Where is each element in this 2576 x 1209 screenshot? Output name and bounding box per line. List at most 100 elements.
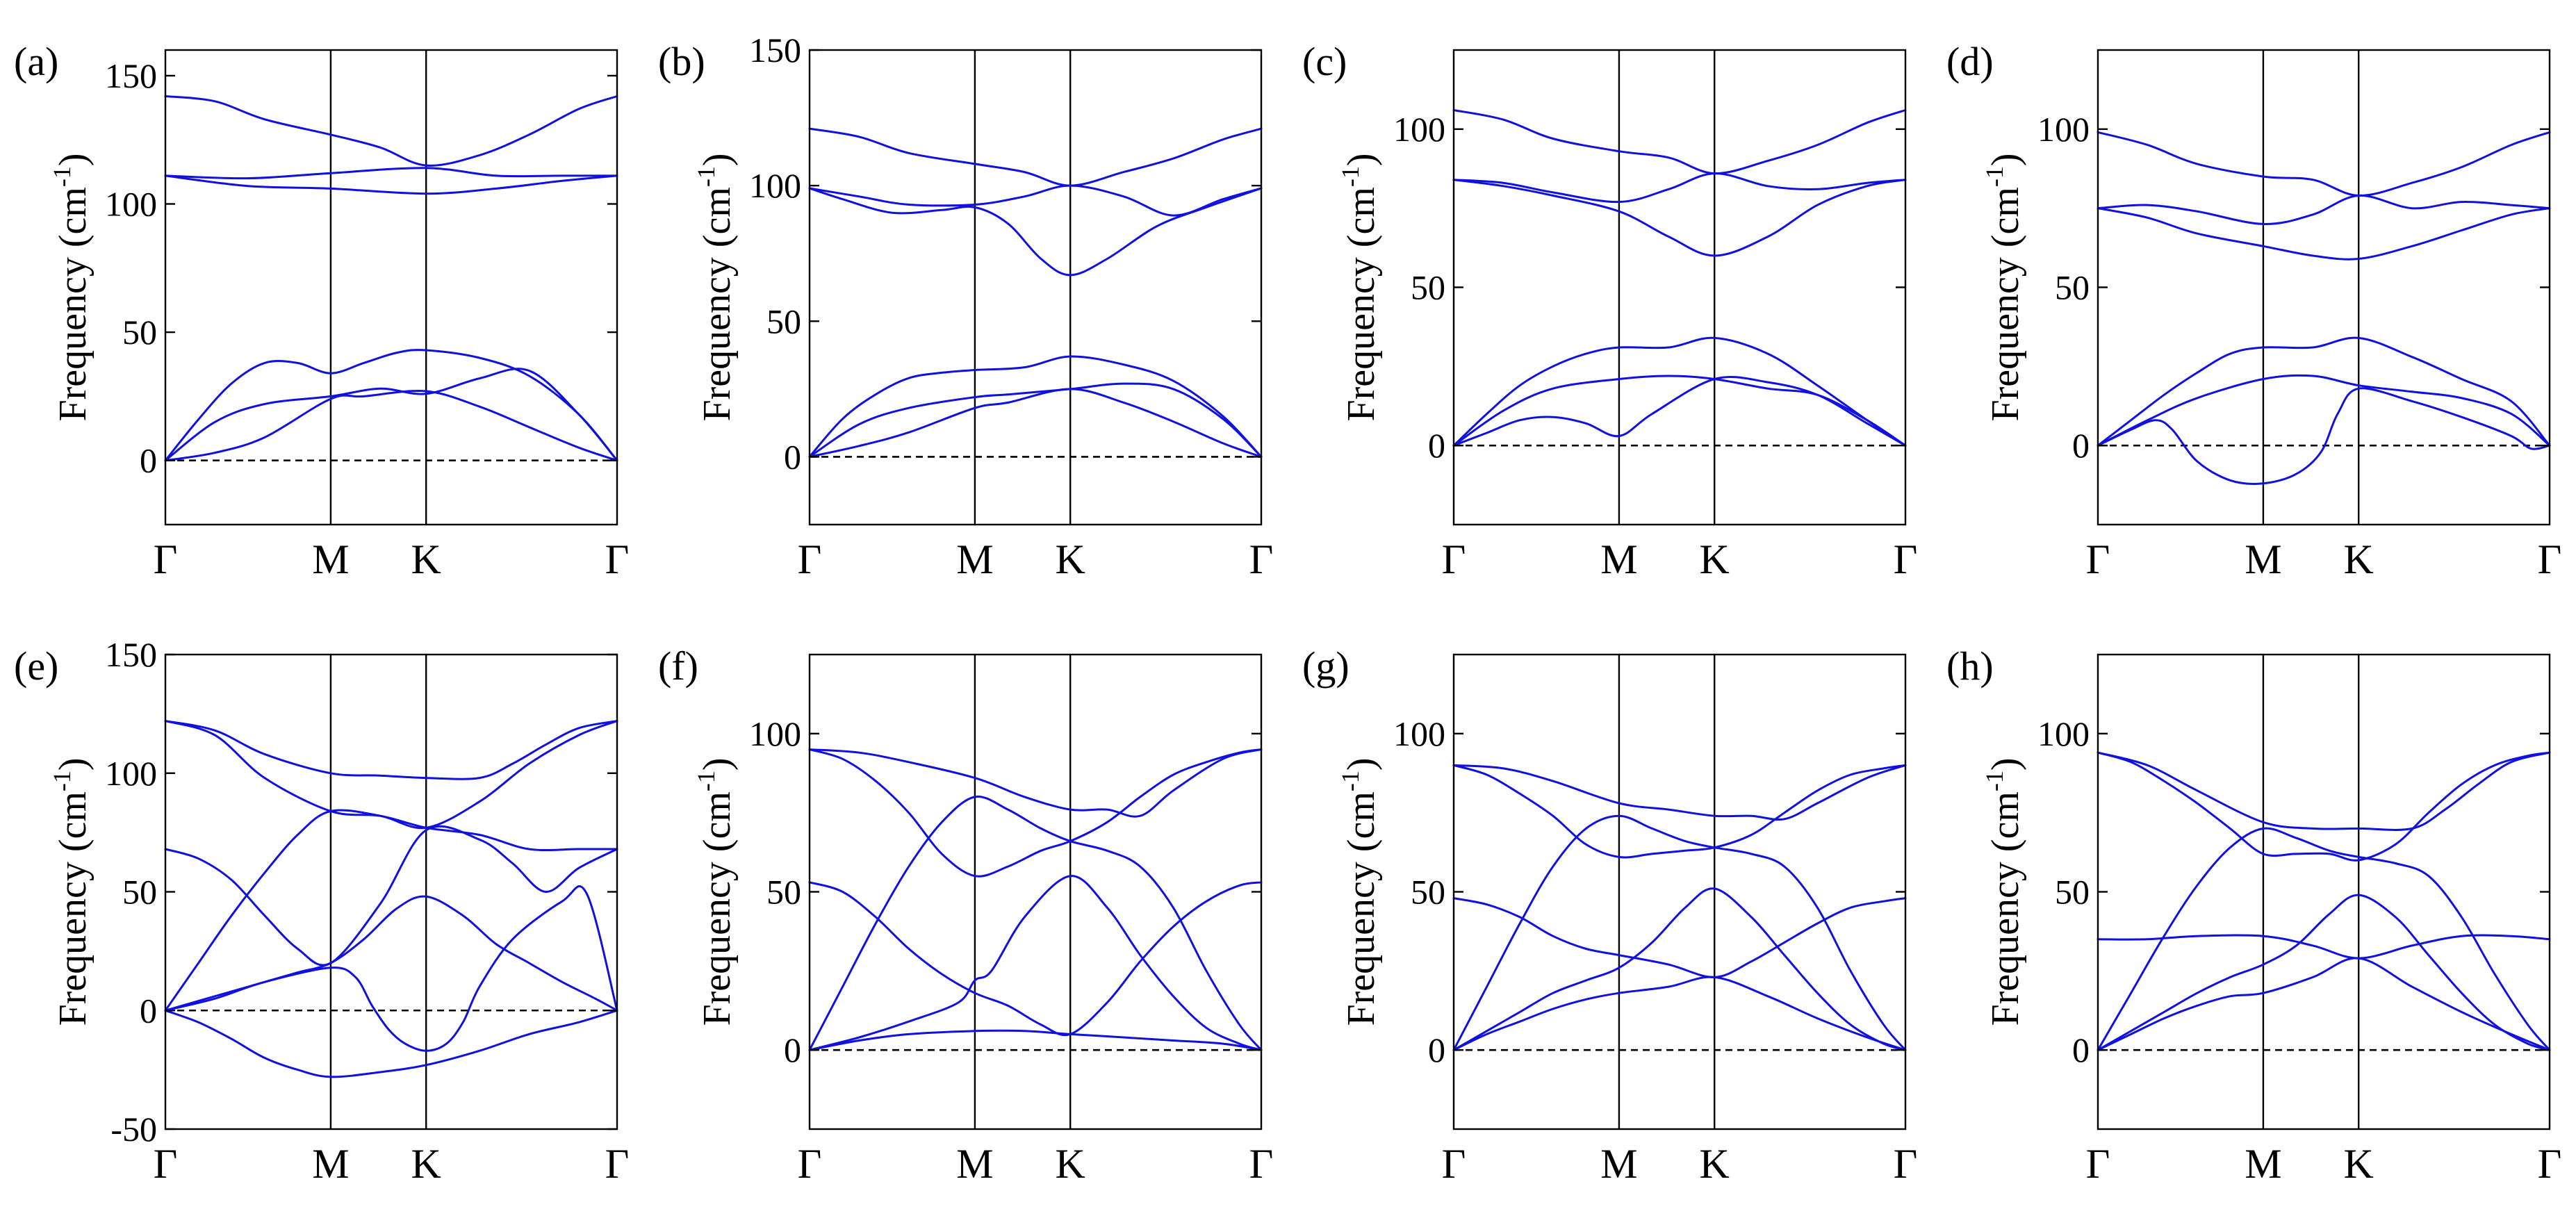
- phonon-band3: [1452, 336, 1907, 447]
- k-point-label: K: [411, 536, 441, 582]
- k-point-label: Γ: [1894, 536, 1918, 582]
- phonon-band1: [1452, 376, 1907, 447]
- k-point-label: M: [2245, 1141, 2281, 1187]
- panel-d: (d) Frequency (cm-1) 0 50 100 Γ M K Γ: [1946, 39, 2561, 582]
- k-point-label: Γ: [154, 536, 178, 582]
- phonon-band4: [164, 174, 618, 195]
- y-tick-label: 50: [1411, 268, 1445, 307]
- y-axis-title: Frequency (cm-1): [48, 153, 95, 421]
- y-tick-label: 150: [749, 31, 801, 69]
- panel-f: (f) Frequency (cm-1) 0 50 100 Γ M K Γ: [658, 643, 1273, 1187]
- k-point-label: Γ: [2086, 536, 2110, 582]
- phonon-band6: [808, 127, 1263, 187]
- phonon-band2: [1452, 375, 1907, 447]
- phonon-band6: [2097, 751, 2551, 831]
- phonon-band1: [164, 1009, 618, 1078]
- y-tick-label: 0: [1428, 426, 1445, 465]
- phonon-band5: [164, 720, 618, 1012]
- panel-label: (c): [1302, 39, 1347, 84]
- y-axis-title: Frequency (cm-1): [1336, 757, 1383, 1026]
- k-point-label: K: [1700, 536, 1730, 582]
- k-point-label: Γ: [1894, 1141, 1918, 1187]
- phonon-band2: [1452, 887, 1907, 1051]
- panel-c: (c) Frequency (cm-1) 0 50 100 Γ M K Γ: [1302, 39, 1917, 582]
- k-point-label: Γ: [605, 536, 630, 582]
- k-point-label: Γ: [798, 536, 822, 582]
- y-tick-label: 150: [105, 56, 157, 95]
- k-point-label: M: [2245, 536, 2281, 582]
- phonon-band5: [2097, 194, 2551, 225]
- k-point-label: M: [1600, 536, 1637, 582]
- y-tick-label: 100: [2037, 714, 2090, 753]
- k-point-label: M: [312, 1141, 349, 1187]
- phonon-band1: [1452, 976, 1907, 1051]
- phonon-band2: [2097, 894, 2551, 1051]
- k-point-label: Γ: [2086, 1141, 2110, 1187]
- phonon-band1: [808, 1029, 1263, 1051]
- y-tick-label: 50: [1411, 873, 1445, 912]
- panel-label: (e): [14, 643, 58, 689]
- k-point-label: K: [411, 1141, 441, 1187]
- phonon-band2: [808, 382, 1263, 458]
- y-tick-label: 0: [1428, 1030, 1445, 1069]
- plot-frame: [808, 653, 1263, 1130]
- phonon-band4: [808, 796, 1263, 1051]
- k-point-label: K: [1056, 536, 1085, 582]
- phonon-band5: [808, 748, 1263, 878]
- phonon-band2: [164, 368, 618, 462]
- phonon-band4: [164, 825, 618, 967]
- phonon-band3: [2097, 934, 2551, 960]
- plot-frame: [1452, 653, 1907, 1130]
- phonon-band6: [164, 95, 618, 167]
- phonon-band7: [164, 720, 618, 780]
- k-point-label: K: [2344, 1141, 2374, 1187]
- panel-label: (d): [1946, 39, 1994, 84]
- phonon-band5: [164, 167, 618, 180]
- y-tick-label: 50: [766, 302, 801, 340]
- panel-label: (g): [1302, 643, 1349, 689]
- y-tick-label: 100: [1393, 714, 1445, 753]
- y-tick-label: -50: [110, 1110, 157, 1149]
- phonon-band4: [2097, 827, 2551, 1051]
- y-tick-label: 100: [1393, 110, 1445, 149]
- y-tick-label: 100: [749, 714, 801, 753]
- k-point-label: M: [956, 1141, 993, 1187]
- y-tick-label: 0: [140, 991, 157, 1030]
- y-axis-title: Frequency (cm-1): [1980, 153, 2027, 421]
- panel-label: (h): [1946, 643, 1994, 689]
- y-axis-title: Frequency (cm-1): [1336, 153, 1383, 421]
- phonon-band6: [808, 748, 1263, 818]
- k-point-label: Γ: [2538, 536, 2562, 582]
- phonon-band3: [808, 355, 1263, 458]
- panel-g: (g) Frequency (cm-1) 0 50 100 Γ M K Γ: [1302, 643, 1917, 1187]
- y-tick-label: 100: [749, 166, 801, 205]
- phonon-band4: [1452, 814, 1907, 1051]
- panel-h: (h) Frequency (cm-1) 0 50 100 Γ M K Γ: [1946, 643, 2561, 1187]
- plot-frame: [164, 49, 618, 526]
- k-point-label: Γ: [1442, 1141, 1466, 1187]
- panel-b: (b) Frequency (cm-1) 0 50 100 150 Γ M K Γ: [658, 31, 1273, 582]
- phonon-band2: [808, 875, 1263, 1051]
- k-point-label: Γ: [605, 1141, 630, 1187]
- y-tick-label: 50: [122, 313, 157, 352]
- panel-label: (b): [658, 39, 705, 84]
- phonon-band3: [164, 895, 618, 1012]
- phonon-band2: [2097, 374, 2551, 447]
- plot-frame: [808, 49, 1263, 526]
- y-axis-title: Frequency (cm-1): [692, 757, 739, 1026]
- phonon-band5: [1452, 172, 1907, 204]
- y-tick-label: 0: [2072, 1030, 2090, 1069]
- k-point-label: Γ: [2538, 1141, 2562, 1187]
- k-point-label: Γ: [1442, 536, 1466, 582]
- k-point-label: K: [2344, 536, 2374, 582]
- k-point-label: M: [956, 536, 993, 582]
- phonon-band6: [1452, 109, 1907, 175]
- y-tick-label: 50: [2055, 873, 2090, 912]
- phonon-band6: [1452, 764, 1907, 821]
- phonon-band1: [2097, 957, 2551, 1051]
- k-point-label: Γ: [154, 1141, 178, 1187]
- panel-label: (f): [658, 643, 698, 689]
- phonon-band4: [1452, 179, 1907, 257]
- plot-frame: [2097, 653, 2551, 1130]
